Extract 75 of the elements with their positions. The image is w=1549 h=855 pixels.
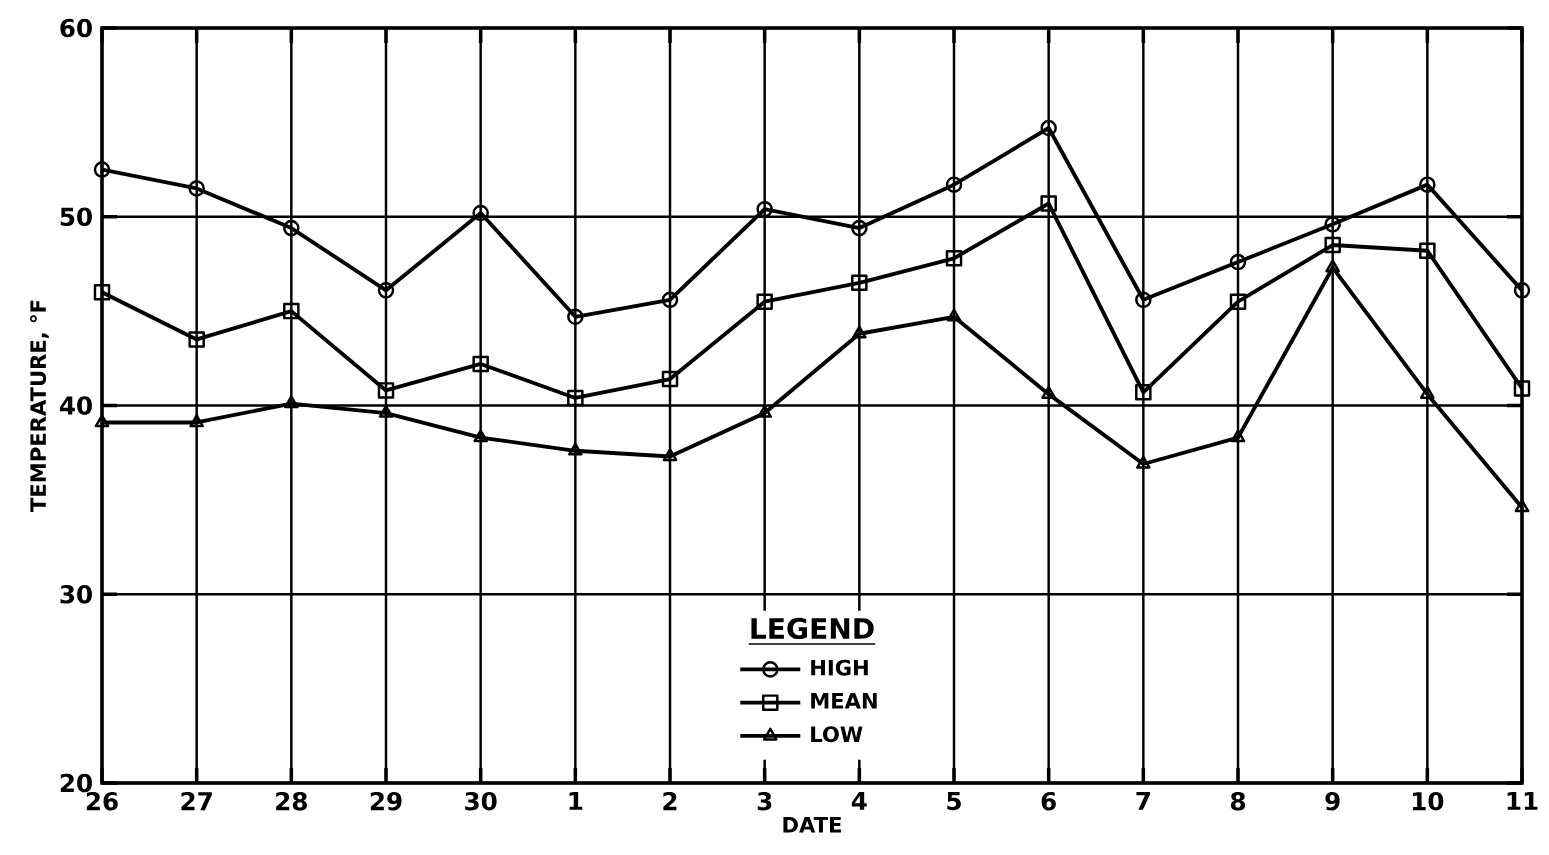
point (1135, 291, 1152, 309)
point (757, 404, 772, 418)
point (377, 382, 395, 399)
legend-label: MEAN (811, 693, 877, 709)
point (1135, 384, 1152, 401)
point (189, 414, 204, 428)
x-tick-label: 3 (757, 791, 772, 811)
point (378, 404, 394, 418)
point (661, 370, 679, 388)
point (851, 219, 868, 237)
x-tick-label: 6 (1041, 791, 1056, 811)
legend-label: LOW (811, 726, 863, 743)
point (1514, 499, 1530, 513)
x-tick-label: 1 (569, 791, 583, 810)
y-tick-label: 20 (60, 773, 92, 793)
point (472, 204, 489, 222)
x-tick-label: 4 (851, 791, 867, 810)
point (1230, 429, 1246, 443)
point (945, 250, 963, 267)
point (756, 293, 773, 310)
y-tick-label: 50 (60, 207, 92, 227)
x-tick-label: 30 (465, 791, 497, 811)
point (1040, 119, 1057, 137)
point (852, 325, 867, 339)
point (1041, 385, 1056, 399)
point (472, 355, 489, 373)
point (851, 274, 868, 292)
y-axis-title: TEMPERATURE, °F (29, 300, 49, 512)
point (1420, 385, 1435, 399)
point (1229, 253, 1247, 271)
point (946, 308, 962, 322)
point (945, 176, 963, 193)
point (568, 442, 583, 456)
point (284, 395, 299, 409)
point (1040, 195, 1057, 212)
x-tick-label: 2 (663, 791, 677, 811)
point (1513, 282, 1531, 299)
x-tick-label: 26 (86, 791, 118, 811)
point (1324, 236, 1341, 254)
x-tick-label: 5 (947, 791, 961, 811)
x-tick-label: 7 (1136, 791, 1150, 810)
point (661, 291, 679, 309)
x-tick-label: 29 (370, 791, 402, 811)
point (1136, 455, 1151, 469)
point (756, 200, 773, 218)
point (377, 282, 395, 299)
point (662, 448, 678, 462)
x-axis-title: DATE (783, 817, 841, 833)
point (1229, 293, 1247, 310)
point (473, 429, 488, 443)
x-tick-label: 9 (1325, 791, 1340, 811)
y-tick-label: 40 (59, 396, 92, 415)
point (1419, 176, 1436, 193)
point (1324, 216, 1341, 233)
point (567, 308, 584, 326)
y-tick-label: 60 (60, 18, 92, 38)
y-tick-label: 30 (60, 584, 92, 604)
point (1325, 259, 1340, 273)
point (94, 414, 110, 428)
point (567, 389, 584, 407)
point (188, 180, 205, 197)
point (93, 283, 111, 301)
point (1513, 380, 1531, 397)
legend-title: LEGEND (751, 617, 874, 640)
point (188, 331, 205, 348)
x-tick-label: 28 (276, 791, 307, 811)
x-tick-label: 10 (1412, 791, 1444, 811)
legend-label: HIGH (811, 659, 868, 676)
x-tick-label: 8 (1230, 791, 1246, 811)
point (1419, 242, 1436, 259)
x-tick-label: 11 (1507, 791, 1538, 810)
point (283, 219, 300, 237)
point (283, 302, 300, 320)
point (93, 161, 111, 178)
x-tick-label: 27 (181, 791, 212, 811)
